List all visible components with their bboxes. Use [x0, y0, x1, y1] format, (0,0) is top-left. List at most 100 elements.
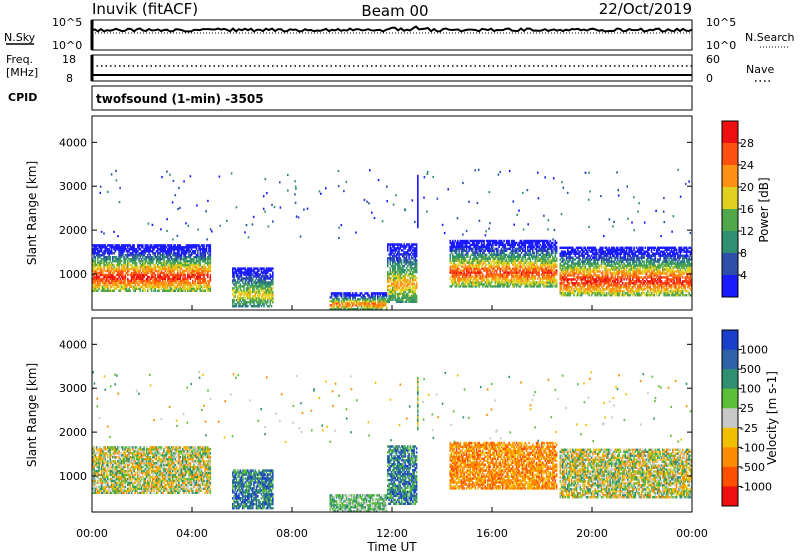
data-cell [134, 269, 137, 273]
data-cell [335, 302, 338, 305]
data-cell [243, 289, 245, 292]
data-cell [157, 289, 159, 292]
data-cell [389, 267, 392, 270]
data-cell [144, 283, 147, 287]
data-cell [162, 281, 164, 285]
data-cell [360, 302, 363, 305]
data-cell [232, 301, 234, 304]
data-cell [137, 283, 139, 287]
data-cell [97, 283, 99, 287]
data-cell [130, 281, 133, 285]
data-cell [267, 291, 269, 294]
data-cell [239, 285, 242, 288]
data-cell [108, 261, 110, 265]
data-cell [162, 289, 164, 292]
data-cell [138, 269, 140, 273]
data-cell [202, 281, 204, 285]
data-cell [169, 287, 172, 290]
data-cell [118, 258, 120, 261]
data-cell [145, 265, 148, 269]
data-cell [125, 263, 128, 267]
data-cell [102, 279, 104, 283]
data-cell [177, 265, 179, 269]
data-cell [173, 283, 175, 287]
data-cell [387, 245, 389, 248]
data-cell [258, 293, 260, 296]
data-cell [132, 265, 134, 269]
data-cell [164, 269, 167, 273]
data-cell [260, 267, 263, 270]
data-cell [185, 287, 188, 290]
data-cell [177, 283, 179, 287]
data-cell [240, 289, 243, 292]
data-cell [118, 260, 120, 263]
data-cell [202, 279, 204, 283]
data-cell [162, 271, 164, 275]
data-cell [152, 250, 154, 253]
data-cell [119, 260, 122, 263]
data-cell [170, 285, 173, 288]
data-cell [394, 296, 397, 299]
data-cell [204, 248, 207, 251]
data-cell [158, 289, 160, 292]
data-cell [237, 287, 239, 290]
data-cell [153, 279, 155, 283]
data-cell [393, 247, 395, 250]
data-cell [92, 252, 94, 255]
data-cell [155, 285, 158, 288]
data-cell [257, 305, 259, 308]
data-cell [259, 303, 262, 306]
data-cell [139, 263, 142, 267]
data-cell [145, 267, 148, 271]
data-cell [360, 306, 363, 309]
data-cell [153, 277, 155, 281]
data-cell [134, 265, 137, 269]
data-cell [135, 285, 138, 288]
data-cell [113, 279, 115, 283]
data-cell [370, 308, 373, 311]
data-cell [335, 300, 338, 303]
data-cell [154, 279, 157, 283]
data-cell [164, 277, 167, 281]
data-cell [188, 244, 190, 247]
data-cell [345, 296, 348, 299]
data-cell [237, 295, 239, 298]
data-cell [97, 271, 99, 275]
data-cell [104, 260, 107, 263]
data-cell [167, 261, 169, 265]
data-cell [380, 292, 383, 295]
data-cell [370, 306, 373, 309]
data-cell [252, 287, 254, 290]
data-cell [234, 291, 237, 294]
data-cell [382, 304, 384, 307]
data-cell [187, 281, 189, 285]
data-cell [247, 267, 249, 270]
data-cell [249, 279, 252, 282]
data-cell [139, 281, 142, 285]
freq-label: Freq. [6, 53, 33, 66]
data-cell [240, 267, 243, 270]
data-cell [153, 258, 155, 261]
data-cell [130, 277, 133, 281]
data-cell [114, 244, 117, 247]
data-cell [162, 283, 164, 287]
data-cell [137, 244, 139, 247]
data-cell [118, 263, 120, 267]
data-cell [144, 256, 147, 259]
data-cell [167, 265, 169, 269]
data-cell [154, 263, 157, 267]
data-cell [197, 287, 199, 290]
data-cell [369, 304, 372, 307]
data-cell [114, 269, 117, 273]
data-cell [130, 285, 133, 288]
data-cell [270, 287, 273, 290]
data-cell [159, 283, 162, 287]
data-cell [264, 289, 267, 292]
data-cell [387, 272, 389, 276]
data-cell [110, 289, 113, 292]
data-cell [120, 248, 123, 251]
data-cell [142, 277, 144, 281]
data-cell [143, 248, 145, 251]
data-cell [95, 271, 98, 275]
data-cell [155, 246, 158, 249]
